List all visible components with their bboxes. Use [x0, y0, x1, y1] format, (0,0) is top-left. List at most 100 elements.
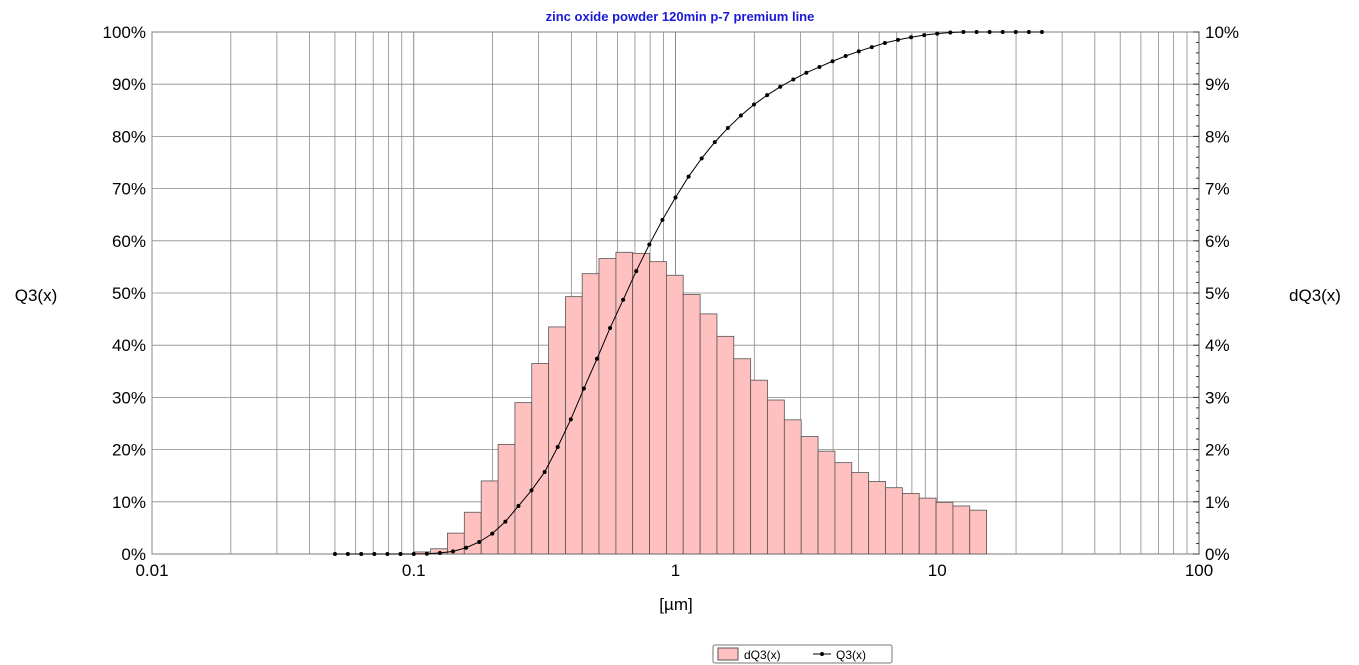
right-axis-label: dQ3(x)	[1289, 286, 1341, 305]
q3-point	[516, 503, 521, 508]
y-right-tick-label: 9%	[1205, 75, 1230, 94]
y-left-tick-label: 70%	[112, 180, 146, 199]
q3-point	[1013, 30, 1018, 34]
legend-box	[712, 644, 893, 664]
q3-point	[359, 552, 364, 556]
dq3-bar	[497, 443, 516, 555]
y-left-tick-label: 50%	[112, 284, 146, 303]
q3-point	[895, 37, 900, 42]
q3-point	[608, 325, 613, 330]
dq3-bar	[767, 399, 785, 555]
dq3-bars-layer	[413, 251, 988, 555]
dq3-bar	[632, 252, 650, 555]
q3-point	[451, 549, 456, 554]
dq3-bar	[969, 509, 988, 555]
q3-point	[974, 30, 979, 34]
q3-point	[948, 30, 953, 35]
x-tick-label: 0.01	[135, 561, 168, 580]
y-right-tick-label: 4%	[1205, 336, 1230, 355]
left-axis-label: Q3(x)	[15, 286, 58, 305]
q3-point	[922, 33, 927, 38]
dq3-bar	[800, 436, 819, 555]
dq3-bar	[868, 481, 886, 555]
q3-point	[843, 54, 848, 59]
q3-point	[961, 30, 966, 34]
q3-point	[673, 195, 678, 200]
q3-point	[581, 386, 586, 391]
dq3-bar	[682, 294, 701, 555]
q3-line-layer	[332, 30, 1044, 556]
chart-title: zinc oxide powder 120min p-7 premium lin…	[546, 9, 815, 24]
dq3-bar	[514, 402, 533, 555]
dq3-bar	[783, 419, 802, 555]
y-left-tick-label: 100%	[103, 23, 146, 42]
q3-point	[725, 126, 730, 131]
q3-point	[634, 269, 639, 274]
y-right-tick-label: 3%	[1205, 388, 1230, 407]
dq3-bar	[699, 313, 718, 555]
dq3-bar	[901, 493, 920, 555]
q3-point	[830, 59, 835, 64]
q3-point	[1039, 30, 1044, 34]
dq3-bar	[750, 379, 768, 555]
y-left-tick-label: 20%	[112, 441, 146, 460]
y-right-tick-label: 8%	[1205, 127, 1230, 146]
y-right-tick-label: 7%	[1205, 180, 1230, 199]
legend-dq3-label: dQ3(x)	[744, 648, 781, 662]
legend-q3-label: Q3(x)	[836, 648, 866, 662]
q3-point	[542, 470, 547, 475]
q3-point	[332, 552, 337, 556]
q3-point	[738, 113, 743, 118]
dq3-bar	[733, 358, 752, 555]
dq3-bar	[952, 505, 971, 555]
q3-point	[1000, 30, 1005, 34]
q3-point	[594, 356, 599, 361]
q3-point	[804, 70, 809, 75]
q3-point	[778, 84, 783, 89]
y-left-tick-label: 80%	[112, 127, 146, 146]
y-left-tick-label: 40%	[112, 336, 146, 355]
dq3-bar	[885, 487, 903, 555]
y-left-tick-label: 0%	[121, 545, 146, 564]
q3-point	[621, 297, 626, 302]
x-tick-label: 0.1	[402, 561, 426, 580]
dq3-bar	[548, 326, 566, 555]
q3-point	[411, 552, 416, 556]
y-right-tick-label: 10%	[1205, 23, 1239, 42]
dq3-bar	[649, 261, 667, 555]
dq3-bar	[817, 450, 836, 555]
q3-point	[869, 45, 874, 50]
q3-point	[882, 40, 887, 45]
q3-point	[699, 156, 704, 161]
q3-point	[817, 64, 822, 69]
y-right-tick-label: 6%	[1205, 232, 1230, 251]
y-left-tick-label: 10%	[112, 493, 146, 512]
y-left-tick-label: 30%	[112, 388, 146, 407]
q3-point	[660, 217, 665, 222]
q3-point	[424, 551, 429, 556]
x-tick-label: 10	[928, 561, 947, 580]
q3-point	[791, 77, 796, 82]
q3-point	[1026, 30, 1031, 34]
y-right-tick-label: 2%	[1205, 441, 1230, 460]
x-tick-label: 1	[671, 561, 680, 580]
dq3-bar	[581, 273, 600, 555]
q3-point	[568, 417, 573, 422]
x-axis-label: [µm]	[659, 595, 692, 614]
legend: dQ3(x) Q3(x)	[712, 644, 893, 664]
q3-point	[372, 552, 377, 556]
x-tick-label: 100	[1185, 561, 1213, 580]
dq3-bar	[480, 480, 499, 555]
dq3-bar	[834, 462, 853, 555]
y-right-tick-label: 1%	[1205, 493, 1230, 512]
q3-point	[398, 552, 403, 556]
q3-point	[712, 140, 717, 145]
q3-point	[856, 49, 861, 54]
q3-point	[477, 539, 482, 544]
q3-point	[909, 35, 914, 40]
q3-point	[385, 552, 390, 556]
y-left-tick-label: 60%	[112, 232, 146, 251]
q3-point	[503, 519, 508, 524]
